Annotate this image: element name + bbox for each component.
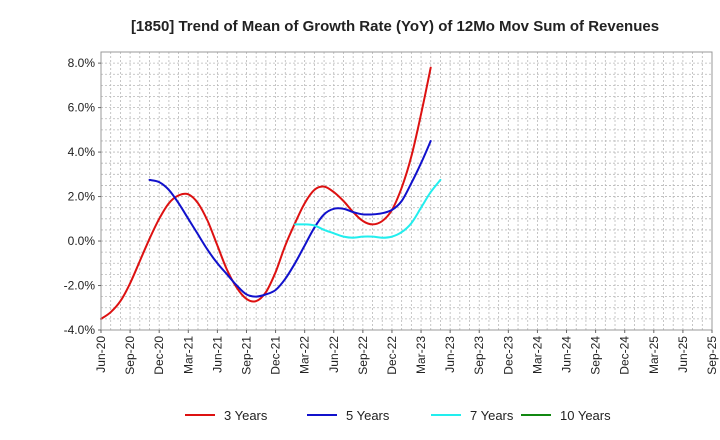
x-tick-label: Sep-20 [123,336,137,375]
x-tick-label: Jun-25 [676,336,690,373]
x-tick-label: Sep-25 [705,336,719,375]
plot-frame [100,51,713,331]
chart-title: [1850] Trend of Mean of Growth Rate (YoY… [131,18,659,35]
legend-label-3-years: 3 Years [224,408,268,423]
x-tick-label: Mar-21 [181,336,195,374]
x-tick-label: Mar-24 [530,336,544,374]
x-tick-label: Sep-23 [472,336,486,375]
y-tick-label: 6.0% [68,101,96,115]
x-tick-label: Sep-24 [589,336,603,375]
y-tick-label: -2.0% [64,279,96,293]
series-line-7-years [294,178,442,239]
x-tick-label: Dec-22 [385,336,399,375]
y-axis-ticks: 8.0% 6.0% 4.0% 2.0% 0.0% -2.0% -4.0% [64,56,101,337]
x-tick-label: Mar-23 [414,336,428,374]
x-tick-label: Jun-23 [443,336,457,373]
x-tick-label: Mar-25 [647,336,661,374]
x-tick-label: Dec-23 [501,336,515,375]
series-line-3-years [100,66,432,320]
series-lines [100,66,442,320]
x-tick-label: Mar-22 [298,336,312,374]
x-tick-label: Dec-21 [269,336,283,375]
legend-label-10-years: 10 Years [560,408,611,423]
x-tick-label: Dec-20 [152,336,166,375]
y-tick-label: 0.0% [68,234,96,248]
y-tick-label: 2.0% [68,190,96,204]
legend: 3 Years 5 Years 7 Years 10 Years [185,408,611,423]
legend-label-7-years: 7 Years [470,408,514,423]
x-tick-label: Jun-21 [210,336,224,373]
legend-label-5-years: 5 Years [346,408,390,423]
y-tick-label: -4.0% [64,323,96,337]
x-tick-label: Jun-24 [560,336,574,373]
gridlines [100,51,713,331]
x-tick-label: Jun-22 [327,336,341,373]
y-tick-label: 4.0% [68,145,96,159]
x-tick-label: Sep-21 [239,336,253,375]
series-line-5-years [148,140,432,298]
x-tick-label: Sep-22 [356,336,370,375]
x-tick-label: Dec-24 [618,336,632,375]
x-tick-label: Jun-20 [94,336,108,373]
y-tick-label: 8.0% [68,56,96,70]
x-axis-ticks: Jun-20 Sep-20 Dec-20 Mar-21 Jun-21 Sep-21 Dec-… [94,330,719,375]
